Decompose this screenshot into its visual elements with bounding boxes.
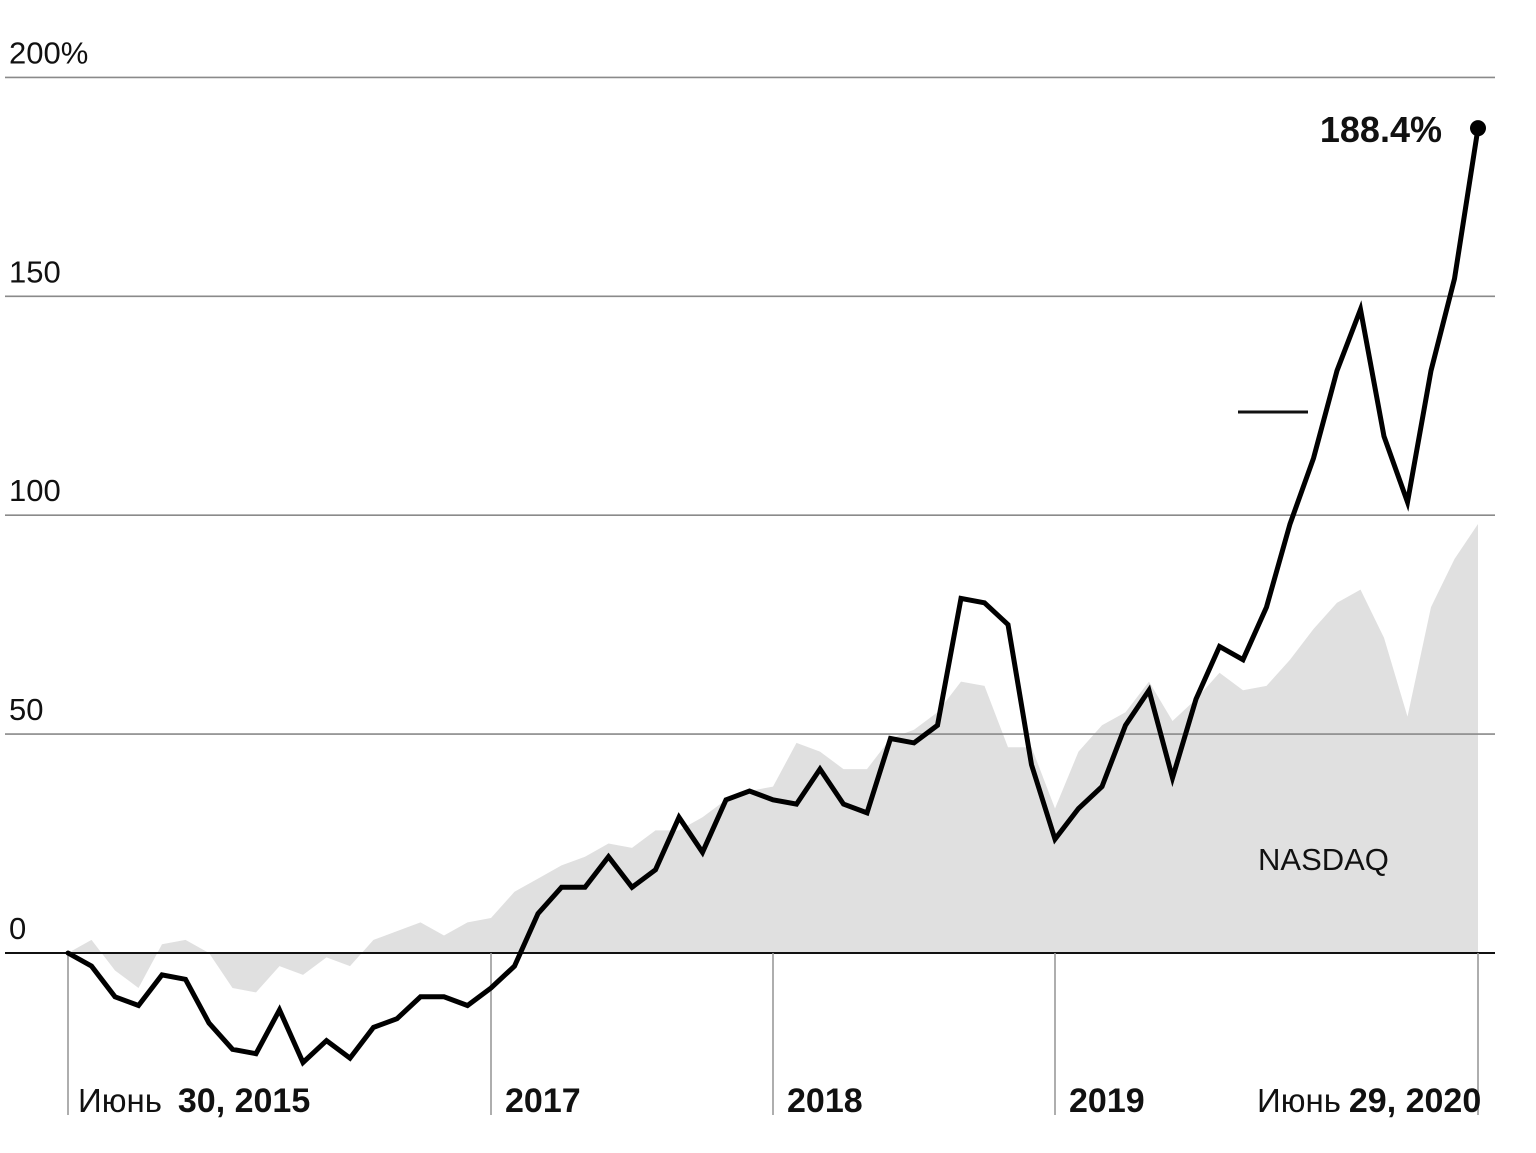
x-tick-label-start: Июнь 30, 2015 [78, 1082, 310, 1120]
end-point-marker [1470, 120, 1486, 137]
y-tick-labels: 200% 150 100 50 0 [9, 35, 88, 946]
x-tick-2019-date: 2019 [1069, 1082, 1145, 1120]
end-value-label: 188.4% [1320, 109, 1442, 150]
x-tick-label-2017: 2017 [505, 1082, 581, 1120]
x-tick-end-date: 29, 2020 [1349, 1082, 1481, 1120]
y-tick-label-200: 200% [9, 35, 88, 70]
y-tick-label-150: 150 [9, 254, 61, 289]
x-tick-labels: Июнь 30, 2015 2017 2018 2019 Июнь 29, 2020 [78, 1082, 1481, 1120]
x-tick-label-end: Июнь 29, 2020 [1257, 1082, 1481, 1120]
x-tick-start-date: 30, 2015 [178, 1082, 310, 1120]
stock-line [65, 125, 1481, 1067]
gridlines [5, 76, 1495, 954]
nasdaq-series-label: NASDAQ [1258, 842, 1389, 877]
x-tick-start-month: Июнь [78, 1082, 162, 1119]
x-tick-label-2018: 2018 [787, 1082, 863, 1120]
stock-line-layer [65, 125, 1481, 1067]
y-tick-label-50: 50 [9, 692, 43, 727]
nasdaq-area [68, 524, 1478, 993]
x-tick-end-month: Июнь [1257, 1082, 1341, 1119]
y-tick-label-0: 0 [9, 911, 26, 946]
x-tick-2017-date: 2017 [505, 1082, 581, 1120]
x-tick-2018-date: 2018 [787, 1082, 863, 1120]
x-tick-lines [67, 953, 1479, 1115]
x-tick-label-2019: 2019 [1069, 1082, 1145, 1120]
nasdaq-area-layer [68, 524, 1478, 993]
y-tick-label-100: 100 [9, 473, 61, 508]
